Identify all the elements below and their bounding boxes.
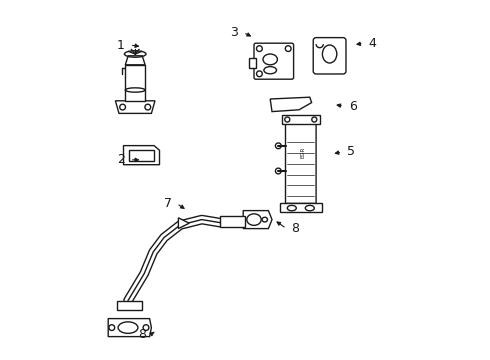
Polygon shape (117, 301, 143, 310)
Text: 4: 4 (369, 37, 377, 50)
Polygon shape (123, 146, 160, 165)
Polygon shape (270, 97, 312, 112)
Text: 8: 8 (138, 328, 147, 341)
Polygon shape (280, 203, 321, 212)
Polygon shape (129, 150, 154, 161)
Polygon shape (125, 65, 145, 101)
FancyBboxPatch shape (254, 43, 294, 79)
Polygon shape (220, 216, 245, 227)
Text: 5: 5 (347, 145, 355, 158)
Polygon shape (116, 101, 155, 113)
Text: 3: 3 (230, 26, 238, 39)
Text: 8: 8 (292, 222, 299, 235)
Polygon shape (178, 218, 189, 229)
Polygon shape (248, 58, 256, 68)
Polygon shape (282, 115, 319, 124)
Polygon shape (286, 119, 316, 203)
Text: EGR: EGR (300, 146, 305, 158)
FancyBboxPatch shape (313, 38, 346, 74)
Text: 2: 2 (117, 153, 125, 166)
Polygon shape (108, 319, 151, 337)
Text: 1: 1 (117, 39, 125, 51)
Text: 7: 7 (164, 197, 171, 210)
Text: 6: 6 (349, 100, 357, 113)
Polygon shape (243, 211, 272, 229)
Polygon shape (125, 56, 145, 65)
